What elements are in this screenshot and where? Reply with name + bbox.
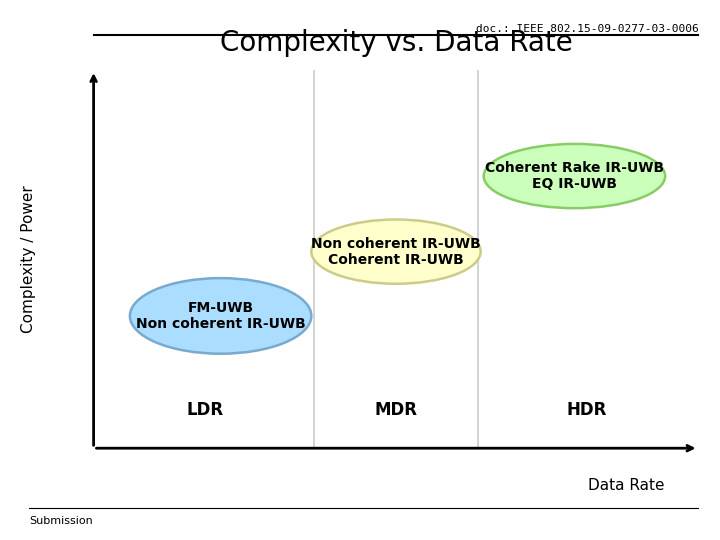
Text: HDR: HDR — [567, 401, 607, 420]
Text: MDR: MDR — [374, 401, 418, 420]
Ellipse shape — [130, 278, 311, 354]
Text: Coherent Rake IR-UWB
EQ IR-UWB: Coherent Rake IR-UWB EQ IR-UWB — [485, 161, 664, 191]
Ellipse shape — [311, 219, 481, 284]
Text: Non coherent IR-UWB
Coherent IR-UWB: Non coherent IR-UWB Coherent IR-UWB — [311, 237, 481, 267]
Text: Complexity / Power: Complexity / Power — [22, 185, 36, 333]
Text: Data Rate: Data Rate — [588, 478, 664, 494]
Text: LDR: LDR — [187, 401, 224, 420]
Text: doc.: IEEE 802.15-09-0277-03-0006: doc.: IEEE 802.15-09-0277-03-0006 — [476, 24, 698, 35]
Ellipse shape — [484, 144, 665, 208]
Text: Complexity vs. Data Rate: Complexity vs. Data Rate — [220, 29, 572, 57]
Text: FM-UWB
Non coherent IR-UWB: FM-UWB Non coherent IR-UWB — [136, 301, 305, 331]
Text: Submission: Submission — [29, 516, 93, 526]
